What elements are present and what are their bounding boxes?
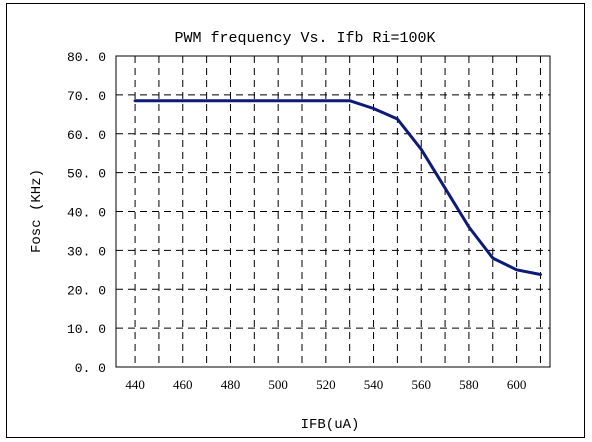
series-line-0 <box>133 99 542 276</box>
chart-frame <box>6 3 585 438</box>
y-tick-label: 0. 0 <box>75 361 106 376</box>
grid-lines <box>116 56 550 367</box>
y-tick-label: 10. 0 <box>67 322 106 337</box>
series-lines <box>133 99 542 276</box>
x-tick-label: 440 <box>125 377 145 392</box>
y-tick-label: 30. 0 <box>67 244 106 259</box>
y-axis-label: Fosc (KHz) <box>29 169 45 253</box>
x-tick-label: 480 <box>221 377 241 392</box>
y-tick-label: 20. 0 <box>67 283 106 298</box>
x-tick-labels: 440 460 480 500 520 540 560 580 600 <box>125 377 526 392</box>
x-tick-label: 580 <box>459 377 479 392</box>
y-tick-label: 80. 0 <box>67 50 106 65</box>
plot-area-border <box>115 55 551 368</box>
y-tick-label: 70. 0 <box>67 89 106 104</box>
x-tick-label: 560 <box>411 377 431 392</box>
y-tick-label: 50. 0 <box>67 167 106 182</box>
x-tick-label: 500 <box>268 377 288 392</box>
y-tick-labels: 0. 0 10. 0 20. 0 30. 0 40. 0 50. 0 60. 0 70. 0 8… <box>67 50 106 376</box>
x-tick-label: 600 <box>507 377 527 392</box>
y-tick-label: 40. 0 <box>67 206 106 221</box>
chart-title: PWM frequency Vs. Ifb Ri=100K <box>174 30 435 47</box>
y-tick-label: 60. 0 <box>67 128 106 143</box>
x-tick-label: 460 <box>173 377 193 392</box>
x-tick-label: 540 <box>364 377 384 392</box>
x-axis-label: IFB(uA) <box>301 417 360 433</box>
x-tick-label: 520 <box>316 377 336 392</box>
